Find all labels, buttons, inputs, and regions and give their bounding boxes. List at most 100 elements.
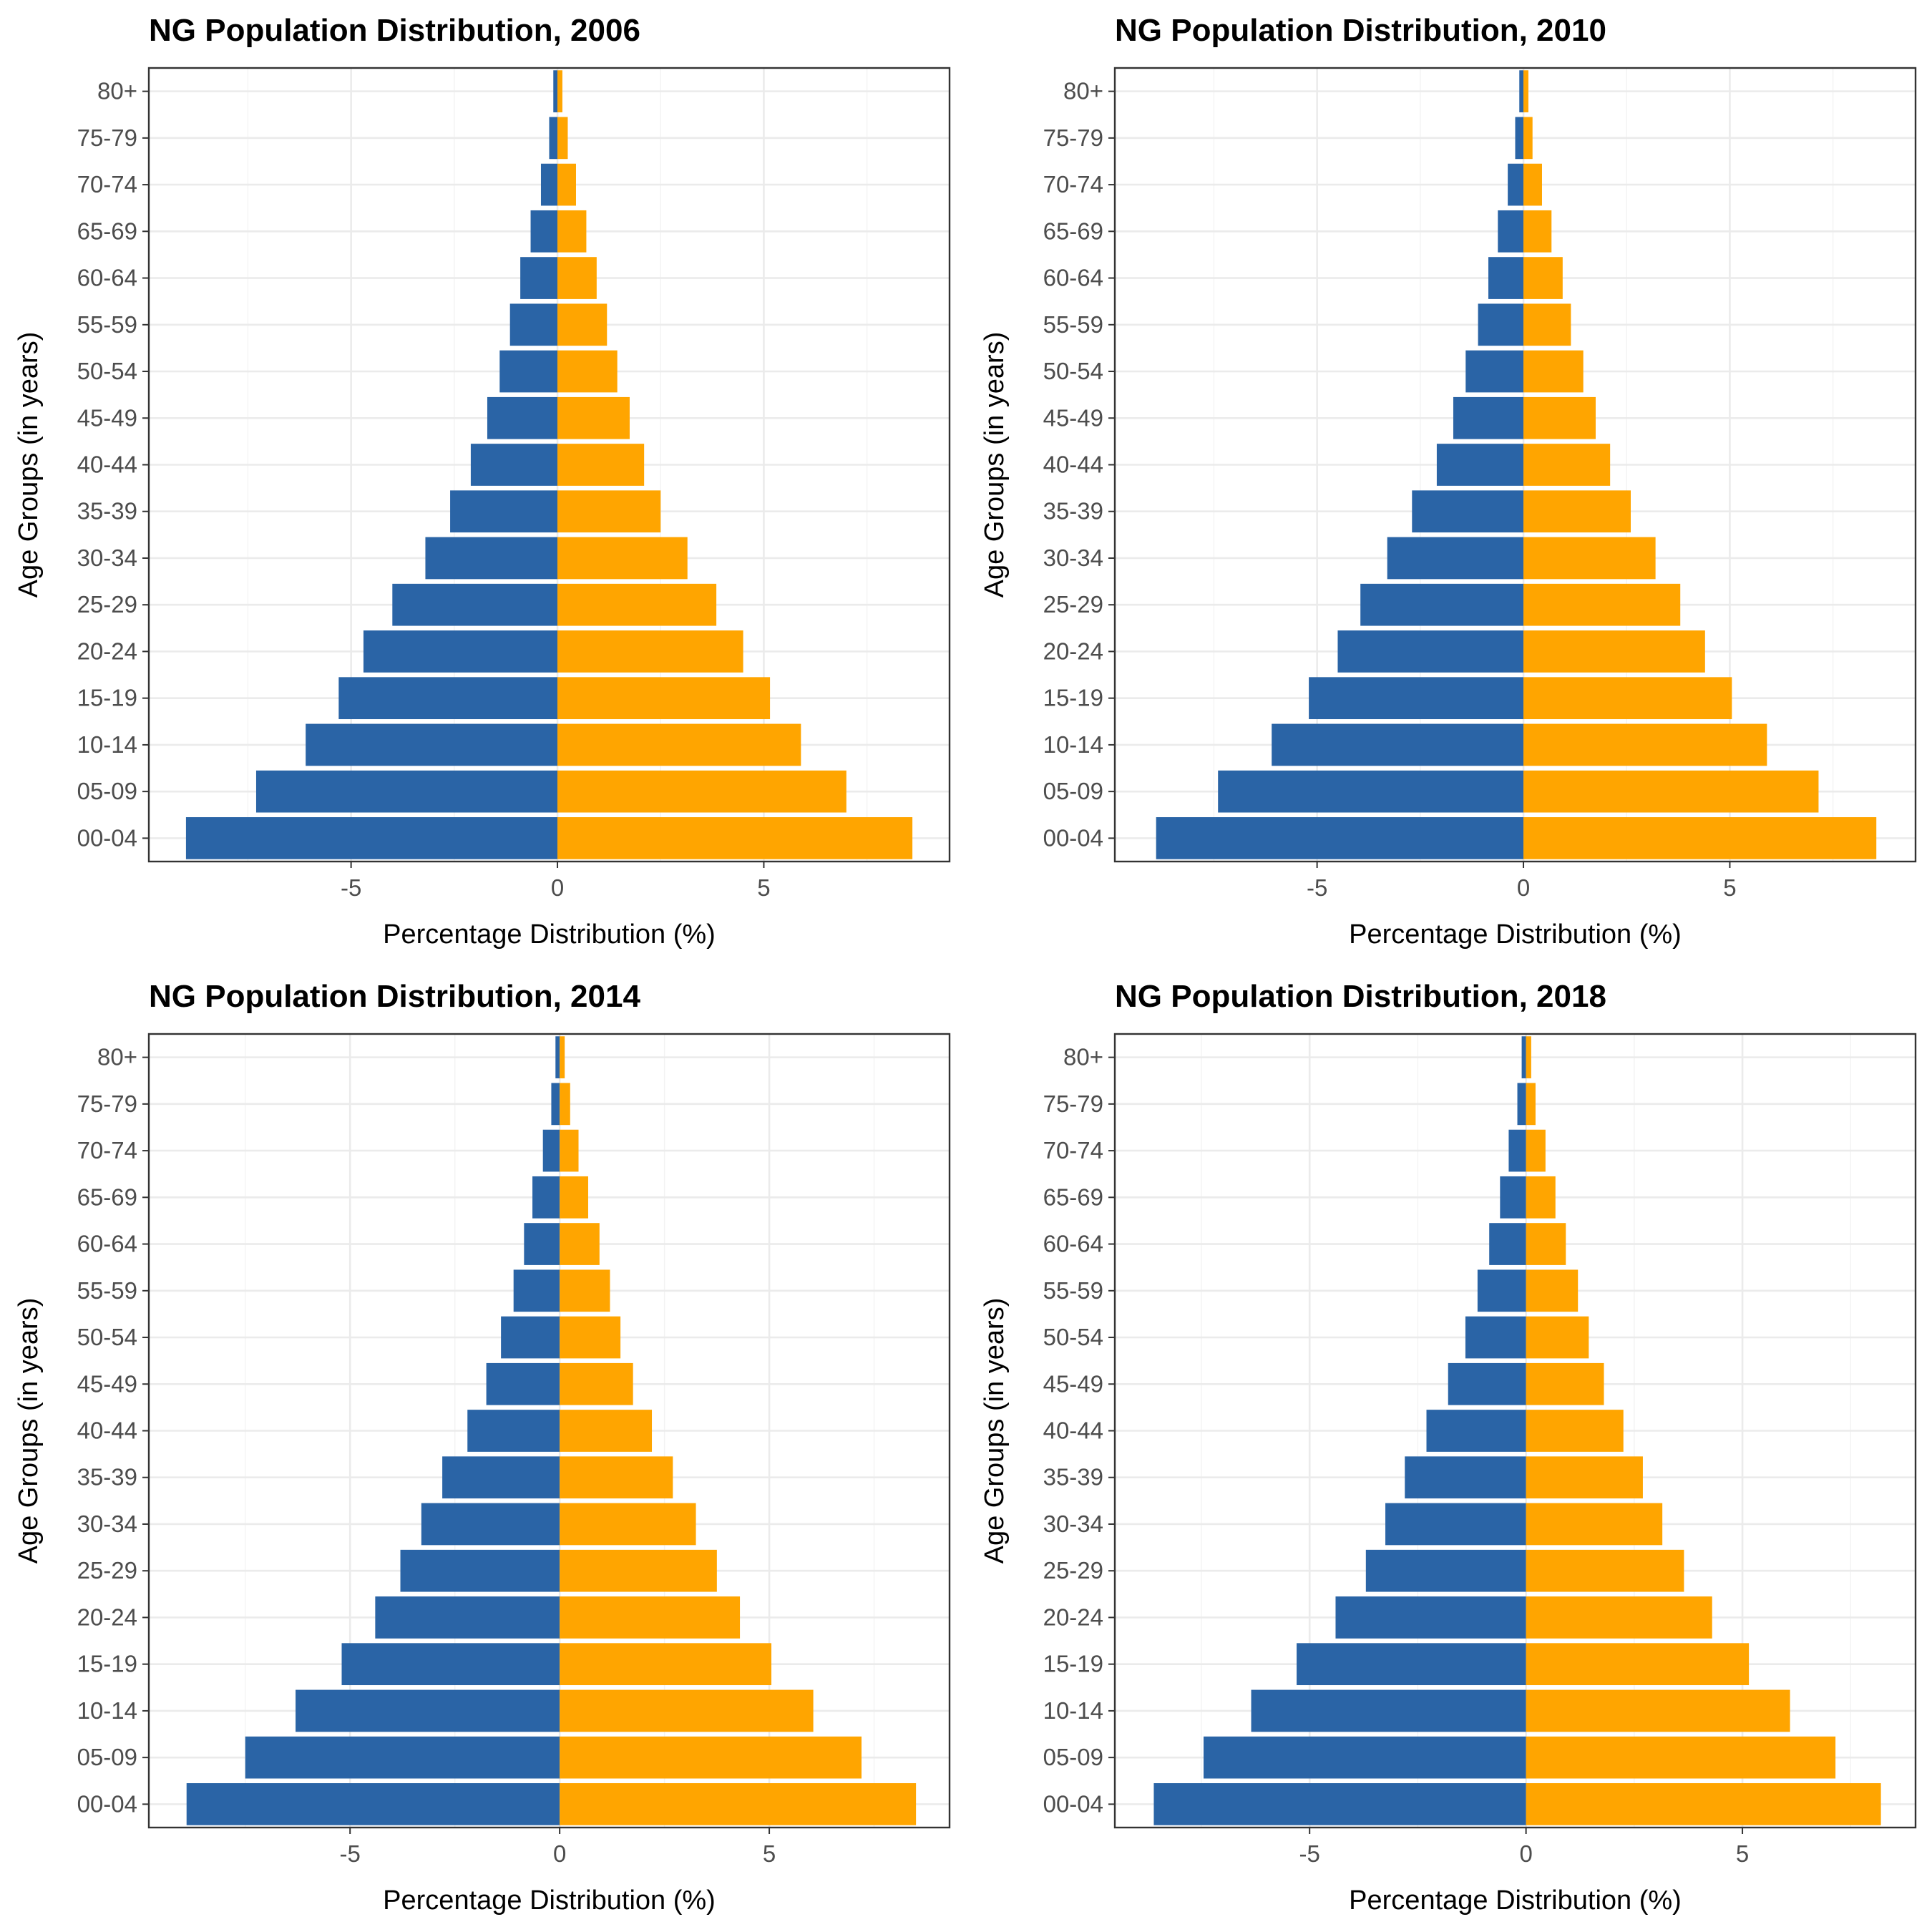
bar-female-30-34: [560, 1503, 696, 1546]
bar-male-45-49: [1448, 1362, 1526, 1405]
bar-female-65-69: [557, 210, 587, 253]
x-tick-label: -5: [341, 874, 361, 901]
y-tick-label: 05-09: [77, 1744, 137, 1770]
bar-male-10-14: [306, 723, 558, 766]
y-tick-label: 65-69: [77, 1184, 137, 1210]
bar-female-75-79: [557, 117, 568, 160]
bar-male-80+: [553, 70, 558, 112]
y-tick-label: 30-34: [77, 1511, 137, 1537]
bar-female-70-74: [1523, 163, 1542, 206]
bar-female-80+: [1523, 70, 1528, 112]
bar-female-35-39: [1526, 1456, 1643, 1499]
y-tick-label: 75-79: [1043, 1091, 1103, 1117]
y-tick-label: 00-04: [1043, 1790, 1103, 1817]
y-tick-label: 45-49: [1043, 1370, 1103, 1397]
bar-female-25-29: [560, 1549, 717, 1592]
bar-male-20-24: [1337, 630, 1524, 673]
x-axis-title: Percentage Distribution (%): [383, 1885, 716, 1916]
bar-female-50-54: [557, 350, 618, 393]
bar-female-10-14: [557, 723, 801, 766]
bar-female-10-14: [1523, 723, 1767, 766]
bar-male-75-79: [1515, 117, 1524, 160]
bar-male-25-29: [1360, 583, 1524, 626]
bar-female-45-49: [1523, 396, 1596, 439]
y-tick-label: 30-34: [1043, 1511, 1103, 1537]
bar-male-75-79: [1517, 1083, 1526, 1126]
bar-male-55-59: [1477, 1269, 1526, 1312]
bar-female-10-14: [1526, 1689, 1790, 1732]
y-tick-label: 10-14: [1043, 731, 1103, 758]
bar-female-00-04: [1526, 1783, 1881, 1825]
bar-male-70-74: [542, 1129, 560, 1172]
y-tick-label: 55-59: [77, 311, 137, 338]
bar-female-00-04: [557, 817, 913, 859]
bar-male-65-69: [532, 1176, 560, 1219]
bar-female-15-19: [557, 677, 771, 720]
bar-male-50-54: [501, 1316, 560, 1359]
bar-male-20-24: [1335, 1596, 1526, 1639]
bar-male-55-59: [513, 1269, 560, 1312]
bar-female-75-79: [1526, 1083, 1536, 1126]
bar-female-20-24: [1523, 630, 1705, 673]
bar-male-10-14: [296, 1689, 560, 1732]
bar-male-65-69: [1498, 210, 1524, 253]
bar-male-05-09: [1218, 770, 1524, 813]
bar-female-55-59: [560, 1269, 610, 1312]
y-tick-label: 70-74: [1043, 1137, 1103, 1163]
chart-title: NG Population Distribution, 2014: [149, 979, 640, 1014]
y-tick-label: 15-19: [1043, 1651, 1103, 1677]
bar-female-70-74: [1526, 1129, 1546, 1172]
y-tick-label: 25-29: [77, 1557, 137, 1584]
bar-male-00-04: [186, 1783, 560, 1825]
bar-male-40-44: [1436, 444, 1524, 486]
bar-female-20-24: [1526, 1596, 1712, 1639]
bar-female-80+: [560, 1036, 565, 1078]
bar-male-75-79: [551, 1083, 560, 1126]
y-tick-label: 50-54: [77, 1324, 137, 1350]
bar-male-00-04: [1156, 817, 1524, 859]
y-tick-label: 00-04: [77, 1790, 137, 1817]
bar-male-20-24: [363, 630, 558, 673]
bar-female-35-39: [557, 490, 661, 533]
y-tick-label: 20-24: [1043, 638, 1103, 664]
population-pyramid-2006: 00-04 05-09 10-14 15-19 20-24 25-29 30-34 35-39…: [14, 13, 951, 950]
y-tick-label: 15-19: [77, 685, 137, 711]
bar-female-05-09: [1523, 770, 1819, 813]
bar-male-05-09: [255, 770, 558, 813]
y-axis-title: Age Groups (in years): [14, 332, 44, 598]
bar-male-30-34: [1387, 537, 1524, 580]
y-tick-label: 30-34: [77, 545, 137, 571]
bar-male-25-29: [1365, 1549, 1526, 1592]
bar-female-55-59: [557, 303, 608, 346]
bar-male-50-54: [499, 350, 558, 393]
y-tick-label: 80+: [1063, 78, 1103, 104]
bar-male-80+: [1519, 70, 1524, 112]
x-tick-label: -5: [340, 1840, 361, 1867]
bar-male-35-39: [450, 490, 558, 533]
bar-female-40-44: [1526, 1410, 1624, 1452]
y-tick-label: 20-24: [77, 1604, 137, 1630]
bar-male-00-04: [185, 817, 558, 859]
bar-male-30-34: [421, 1503, 560, 1546]
y-tick-label: 70-74: [77, 171, 137, 197]
y-tick-label: 50-54: [1043, 1324, 1103, 1350]
y-tick-label: 65-69: [1043, 1184, 1103, 1210]
bar-male-15-19: [341, 1643, 560, 1686]
bar-female-55-59: [1523, 303, 1571, 346]
y-tick-label: 30-34: [1043, 545, 1103, 571]
x-tick-label: 0: [551, 874, 564, 901]
bar-female-50-54: [1523, 350, 1584, 393]
bar-female-20-24: [560, 1596, 741, 1639]
bar-female-75-79: [1523, 117, 1533, 160]
y-tick-label: 70-74: [1043, 171, 1103, 197]
bar-female-25-29: [1523, 583, 1681, 626]
bar-male-40-44: [467, 1410, 560, 1452]
bar-female-80+: [557, 70, 562, 112]
bar-female-00-04: [560, 1783, 917, 1825]
bar-male-30-34: [425, 537, 558, 580]
bar-male-05-09: [1203, 1736, 1526, 1779]
y-tick-label: 15-19: [1043, 685, 1103, 711]
y-tick-label: 25-29: [1043, 1557, 1103, 1584]
bar-female-50-54: [560, 1316, 621, 1359]
y-tick-label: 40-44: [1043, 452, 1103, 478]
